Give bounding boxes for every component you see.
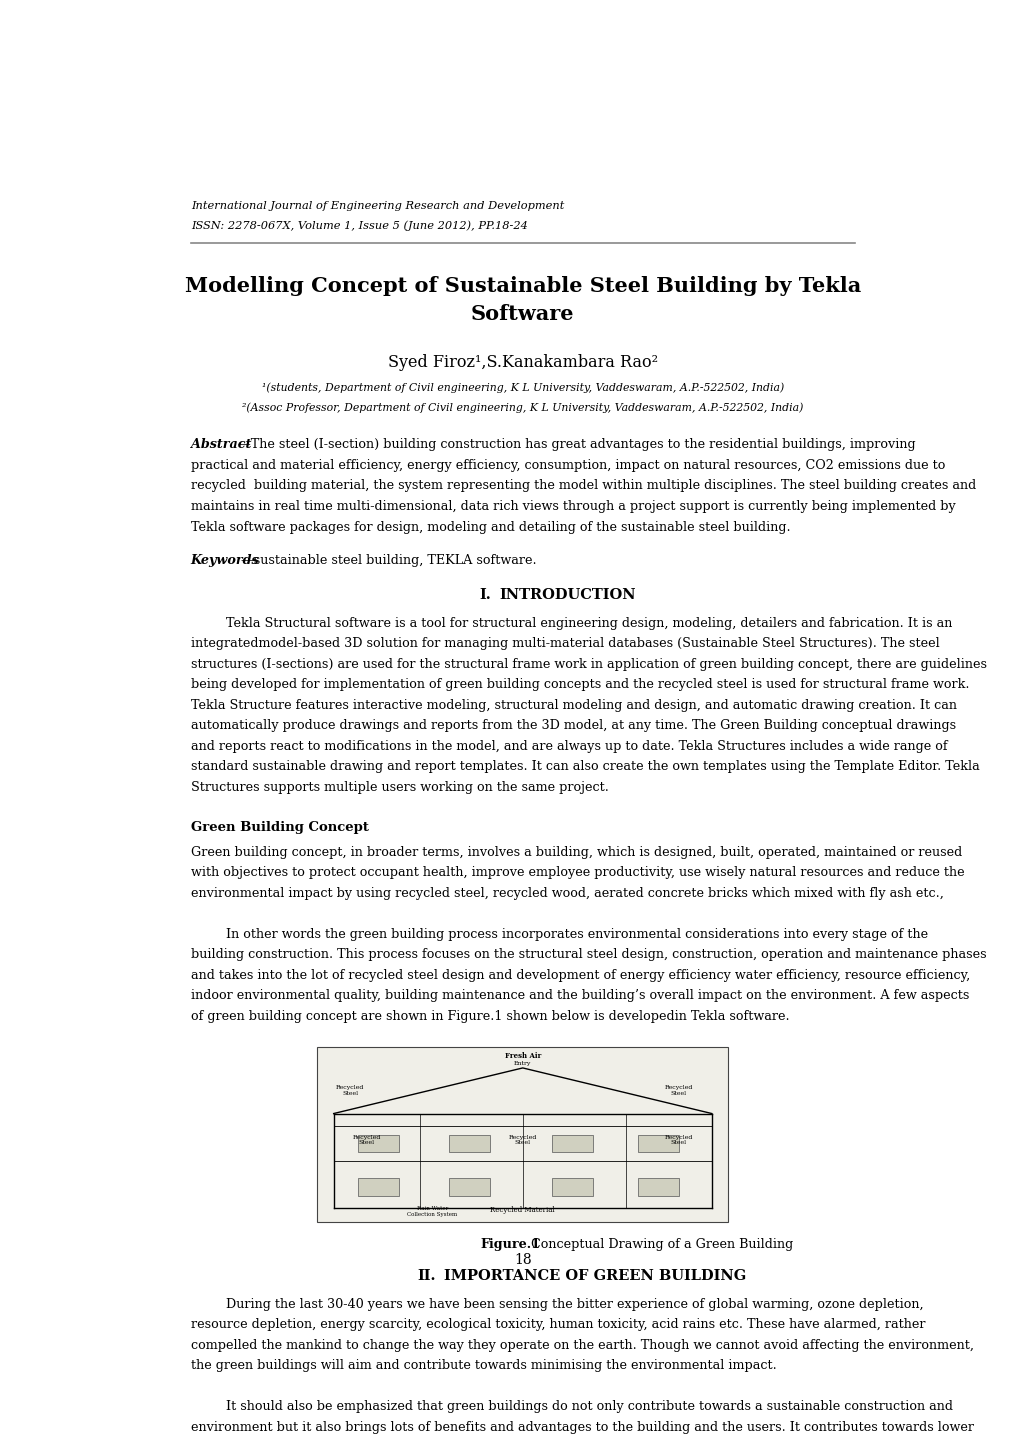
Text: Conceptual Drawing of a Green Building: Conceptual Drawing of a Green Building <box>526 1237 792 1250</box>
Text: standard sustainable drawing and report templates. It can also create the own te: standard sustainable drawing and report … <box>191 760 978 773</box>
Text: Recycled
Steel: Recycled Steel <box>335 1086 364 1096</box>
Text: Modelling Concept of Sustainable Steel Building by Tekla
Software: Modelling Concept of Sustainable Steel B… <box>184 277 860 324</box>
Text: Structures supports multiple users working on the same project.: Structures supports multiple users worki… <box>191 782 608 795</box>
Text: Rain Water
Collection System: Rain Water Collection System <box>407 1207 457 1217</box>
Text: ¹(students, Department of Civil engineering, K L University, Vaddeswaram, A.P.-5: ¹(students, Department of Civil engineer… <box>261 384 784 394</box>
Text: International Journal of Engineering Research and Development: International Journal of Engineering Res… <box>191 200 564 211</box>
Text: structures (I-sections) are used for the structural frame work in application of: structures (I-sections) are used for the… <box>191 658 985 671</box>
Text: Green Building Concept: Green Building Concept <box>191 822 368 835</box>
Text: the green buildings will aim and contribute towards minimising the environmental: the green buildings will aim and contrib… <box>191 1360 775 1373</box>
Text: During the last 30-40 years we have been sensing the bitter experience of global: During the last 30-40 years we have been… <box>226 1298 923 1311</box>
Text: Recycled
Steel: Recycled Steel <box>352 1135 380 1145</box>
Text: with objectives to protect occupant health, improve employee productivity, use w: with objectives to protect occupant heal… <box>191 867 963 880</box>
Text: Recycled Material: Recycled Material <box>490 1206 554 1214</box>
Text: Recycled
Steel: Recycled Steel <box>664 1135 693 1145</box>
Text: and takes into the lot of recycled steel design and development of energy effici: and takes into the lot of recycled steel… <box>191 969 969 982</box>
Text: recycled  building material, the system representing the model within multiple d: recycled building material, the system r… <box>191 480 975 493</box>
Text: automatically produce drawings and reports from the 3D model, at any time. The G: automatically produce drawings and repor… <box>191 720 955 733</box>
Text: building construction. This process focuses on the structural steel design, cons: building construction. This process focu… <box>191 947 985 960</box>
Bar <box>358 1178 399 1195</box>
Text: —sustainable steel building, TEKLA software.: —sustainable steel building, TEKLA softw… <box>240 554 536 568</box>
Text: Figure.1: Figure.1 <box>480 1237 540 1250</box>
FancyBboxPatch shape <box>317 1047 728 1223</box>
Text: practical and material efficiency, energy efficiency, consumption, impact on nat: practical and material efficiency, energ… <box>191 459 945 472</box>
Text: INTRODUCTION: INTRODUCTION <box>498 588 635 601</box>
Text: Keywords: Keywords <box>191 554 259 568</box>
Text: Fresh Air: Fresh Air <box>504 1053 540 1060</box>
Text: Green building concept, in broader terms, involves a building, which is designed: Green building concept, in broader terms… <box>191 846 961 859</box>
Text: compelled the mankind to change the way they operate on the earth. Though we can: compelled the mankind to change the way … <box>191 1338 973 1353</box>
Text: 18: 18 <box>514 1253 531 1266</box>
Text: Tekla software packages for design, modeling and detailing of the sustainable st: Tekla software packages for design, mode… <box>191 521 790 534</box>
Text: environmental impact by using recycled steel, recycled wood, aerated concrete br: environmental impact by using recycled s… <box>191 887 943 900</box>
Text: Entry: Entry <box>514 1061 531 1066</box>
Bar <box>358 1135 399 1152</box>
Text: I.: I. <box>479 588 491 601</box>
Text: environment but it also brings lots of benefits and advantages to the building a: environment but it also brings lots of b… <box>191 1420 973 1433</box>
Text: indoor environmental quality, building maintenance and the building’s overall im: indoor environmental quality, building m… <box>191 989 968 1002</box>
Text: In other words the green building process incorporates environmental considerati: In other words the green building proces… <box>226 927 927 940</box>
Text: resource depletion, energy scarcity, ecological toxicity, human toxicity, acid r: resource depletion, energy scarcity, eco… <box>191 1318 924 1331</box>
Text: IMPORTANCE OF GREEN BUILDING: IMPORTANCE OF GREEN BUILDING <box>443 1269 745 1283</box>
Text: ISSN: 2278-067X, Volume 1, Issue 5 (June 2012), PP.18-24: ISSN: 2278-067X, Volume 1, Issue 5 (June… <box>191 221 527 231</box>
Bar <box>448 1135 489 1152</box>
Text: of green building concept are shown in Figure.1 shown below is developedin Tekla: of green building concept are shown in F… <box>191 1009 789 1022</box>
Text: Recycled
Steel: Recycled Steel <box>664 1086 693 1096</box>
Text: maintains in real time multi-dimensional, data rich views through a project supp: maintains in real time multi-dimensional… <box>191 500 955 513</box>
Text: integratedmodel-based 3D solution for managing multi-material databases (Sustain: integratedmodel-based 3D solution for ma… <box>191 637 938 650</box>
Text: being developed for implementation of green building concepts and the recycled s: being developed for implementation of gr… <box>191 678 968 691</box>
Text: It should also be emphasized that green buildings do not only contribute towards: It should also be emphasized that green … <box>226 1400 953 1413</box>
Text: Syed Firoz¹,S.Kanakambara Rao²: Syed Firoz¹,S.Kanakambara Rao² <box>387 355 657 371</box>
Text: ²(Assoc Professor, Department of Civil engineering, K L University, Vaddeswaram,: ²(Assoc Professor, Department of Civil e… <box>242 402 803 414</box>
Bar <box>637 1178 679 1195</box>
Bar <box>551 1135 592 1152</box>
Bar <box>551 1178 592 1195</box>
Bar <box>448 1178 489 1195</box>
Text: and reports react to modifications in the model, and are always up to date. Tekl: and reports react to modifications in th… <box>191 740 947 753</box>
Text: —The steel (I-section) building construction has great advantages to the residen: —The steel (I-section) building construc… <box>238 438 915 451</box>
Text: Abstract: Abstract <box>191 438 251 451</box>
Bar <box>637 1135 679 1152</box>
Text: II.: II. <box>417 1269 435 1283</box>
Text: Tekla Structural software is a tool for structural engineering design, modeling,: Tekla Structural software is a tool for … <box>226 617 952 630</box>
Text: Tekla Structure features interactive modeling, structural modeling and design, a: Tekla Structure features interactive mod… <box>191 699 956 712</box>
Text: Recycled
Steel: Recycled Steel <box>508 1135 536 1145</box>
